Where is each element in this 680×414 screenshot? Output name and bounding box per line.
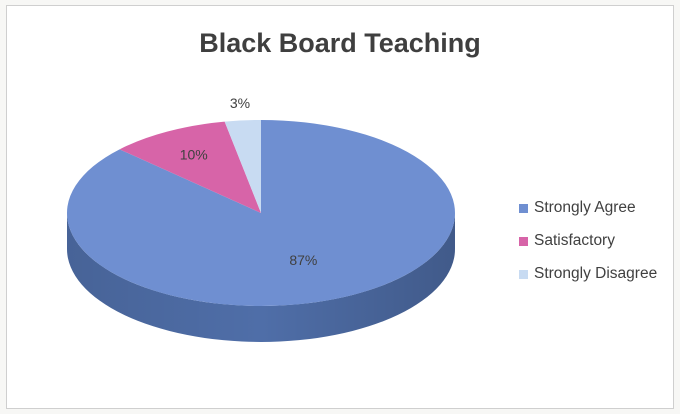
pie-chart: 87% 10% 3% <box>66 95 455 342</box>
legend-label: Strongly Disagree <box>534 265 658 282</box>
pie-slice-strongly-agree <box>66 120 455 306</box>
chart-legend: Strongly Agree Satisfactory Strongly Dis… <box>519 199 657 298</box>
legend-item-strongly-agree: Strongly Agree <box>519 199 657 232</box>
legend-label: Satisfactory <box>534 232 615 249</box>
legend-swatch <box>519 270 528 279</box>
data-label-satisfactory: 10% <box>180 146 208 162</box>
legend-item-satisfactory: Satisfactory <box>519 232 657 265</box>
data-label-strongly-agree: 87% <box>289 252 317 268</box>
pie-side-shading <box>67 213 455 342</box>
chart-frame: Black Board Teaching 87% 10% 3% Strongly A… <box>6 5 674 409</box>
chart-title: Black Board Teaching <box>199 28 481 58</box>
pie-slice-strongly-disagree <box>224 120 261 213</box>
legend-label: Strongly Agree <box>534 199 636 216</box>
legend-swatch <box>519 237 528 246</box>
legend-swatch <box>519 204 528 213</box>
pie-slice-satisfactory <box>119 121 262 213</box>
legend-item-strongly-disagree: Strongly Disagree <box>519 265 657 298</box>
data-label-strongly-disagree: 3% <box>230 95 250 111</box>
